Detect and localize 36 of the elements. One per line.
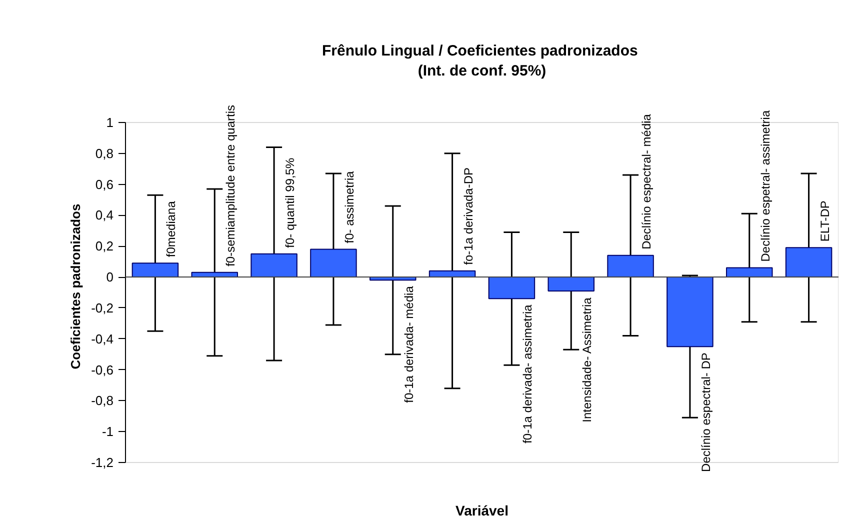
x-tick-label: ELT-DP xyxy=(818,200,832,242)
x-tick-label: f0-1a derivada- média xyxy=(402,286,416,403)
chart-subtitle: (Int. de conf. 95%) xyxy=(418,62,546,80)
x-tick-label: Declínio espectral- DP xyxy=(698,352,713,472)
y-axis-title: Coeficientes padronizados xyxy=(68,204,84,370)
bar xyxy=(607,254,654,278)
bar xyxy=(132,262,179,278)
chart-title: Frênulo Lingual / Coeficientes padronizados xyxy=(322,42,638,60)
y-tick-label: -0,6 xyxy=(91,362,114,378)
x-tick-label: f0-1a derivada- assimetria xyxy=(520,304,535,444)
x-tick-label: f0-semiamplitude entre quartis xyxy=(224,104,238,266)
x-tick-label: Intensidade- Assimetria xyxy=(580,297,594,422)
y-tick-label: 0,2 xyxy=(95,238,114,254)
y-tick-label: 0,6 xyxy=(95,176,114,192)
x-tick-label: fo-1a derivada-DP xyxy=(461,167,476,265)
x-axis-title: Variável xyxy=(456,502,508,518)
x-tick-label: f0- quantil 99,5% xyxy=(283,157,298,248)
y-tick-label: 0,8 xyxy=(95,146,114,161)
y-tick-label: -0,2 xyxy=(91,300,114,316)
bar xyxy=(548,276,594,292)
y-tick-label: -1 xyxy=(102,424,114,440)
bar xyxy=(488,276,536,300)
y-tick-label: -0,4 xyxy=(91,331,114,346)
y-tick-label: 1 xyxy=(106,115,114,130)
bar xyxy=(310,248,357,278)
x-tick-label: f0- assimetria xyxy=(342,170,356,244)
x-tick-label: Declínio espetral- assimetria xyxy=(758,110,772,262)
y-tick-label: -1,2 xyxy=(91,455,114,470)
y-tick-label: 0 xyxy=(106,270,114,285)
bar xyxy=(785,247,832,278)
y-tick-label: -0,8 xyxy=(91,393,114,408)
y-tick-label: 0,4 xyxy=(95,208,114,223)
x-tick-label: Declínio espectral- média xyxy=(640,114,654,250)
x-tick-label: f0mediana xyxy=(164,200,178,258)
bar xyxy=(666,276,714,348)
bar xyxy=(250,253,298,278)
